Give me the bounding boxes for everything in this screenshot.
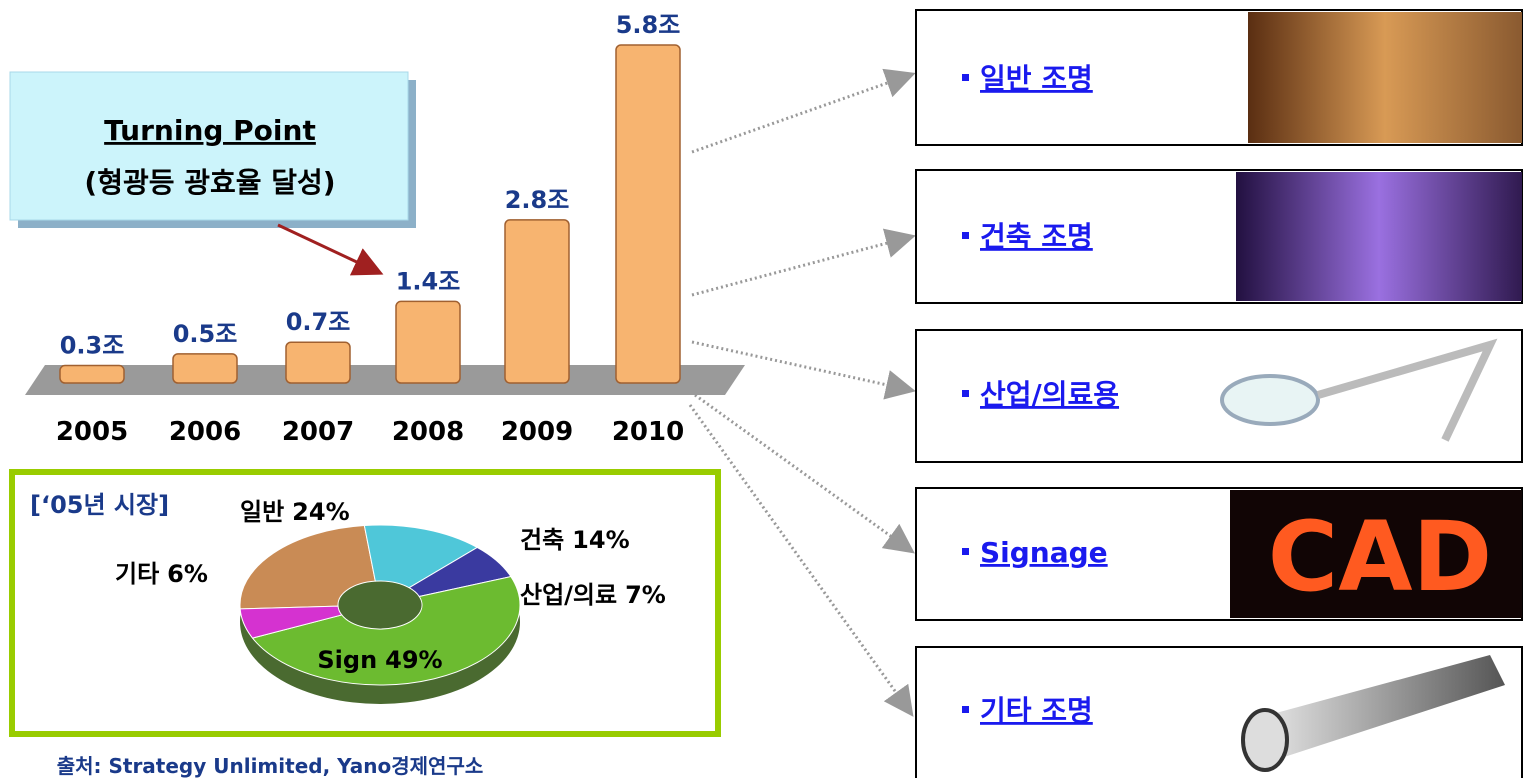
x-tick-label: 2010 [612,417,684,447]
pie-label: 산업/의료 7% [520,581,666,609]
app-link[interactable]: 기타 조명 [980,694,1093,727]
callout-arrow [278,225,378,272]
arrow [695,395,910,550]
pie-label: 기타 6% [115,560,208,588]
bullet [962,548,969,555]
app-link[interactable]: Signage [980,536,1108,569]
arrow [692,237,910,295]
callout-title: Turning Point [104,114,316,147]
app-link[interactable]: 일반 조명 [980,62,1093,95]
bar [173,354,237,383]
app-image-text: CAD [1268,501,1492,613]
app-image [1222,376,1318,424]
value-label: 2.8조 [505,186,570,214]
app-image [1236,172,1522,301]
bar [60,366,124,383]
x-tick-label: 2007 [282,417,354,447]
pie-title: [‘05년 시장] [30,491,169,519]
bullet [962,390,969,397]
x-tick-label: 2009 [501,417,573,447]
pie-label-category: 일반 [240,498,284,526]
value-label: 0.5조 [173,320,238,348]
pie-label-value: 24% [292,498,349,526]
pie-label-value: 6% [167,560,208,588]
pie-label-category: 기타 [115,560,159,588]
pie-label: 건축 14% [520,526,630,554]
page: Turning Point (형광등 광효율 달성) 출처: Strategy … [0,0,1523,778]
arrow [692,75,910,152]
value-label: 5.8조 [616,11,681,39]
value-label: 0.7조 [286,308,351,336]
callout-subtitle: (형광등 광효율 달성) [84,166,335,199]
pie-label-value: 49% [385,646,442,674]
pie-label-value: 7% [625,581,666,609]
bar [286,342,350,383]
bullet [962,706,969,713]
bullet [962,232,969,239]
pie-label-category: 건축 [520,526,564,554]
pie-label-category: Sign [317,646,377,674]
app-link[interactable]: 산업/의료용 [980,378,1119,411]
pie-label-category: 산업/의료 [520,581,617,609]
app-image [1248,12,1522,143]
bar [505,220,569,383]
app-link[interactable]: 건축 조명 [980,220,1093,253]
x-tick-label: 2008 [392,417,464,447]
source: 출처: Strategy Unlimited, Yano경제연구소 [57,754,484,778]
pie-label: 일반 24% [240,498,350,526]
arrow [690,405,910,712]
bar [616,45,680,383]
bullet [962,74,969,81]
bar [396,301,460,383]
pie-label-value: 14% [572,526,629,554]
x-tick-label: 2005 [56,417,128,447]
value-label: 1.4조 [396,267,461,295]
app-image [1243,710,1287,770]
value-label: 0.3조 [60,332,125,360]
x-tick-label: 2006 [169,417,241,447]
